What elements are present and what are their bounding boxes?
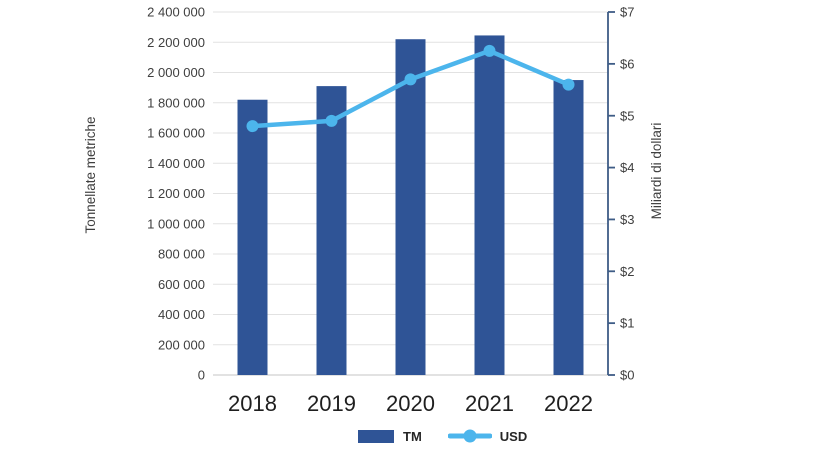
left-axis-tick-label: 1 400 000 <box>147 156 205 171</box>
right-axis-tick-label: $5 <box>620 108 634 123</box>
bar-2018 <box>237 99 268 375</box>
usd-point-2019 <box>325 114 338 127</box>
bar-2020 <box>395 39 426 375</box>
legend-usd-line-dot-icon <box>447 429 492 443</box>
legend-tm-swatch <box>358 429 394 443</box>
right-axis-tick-label: $2 <box>620 264 634 279</box>
x-axis-label-2021: 2021 <box>465 391 514 416</box>
right-axis-tick-label: $4 <box>620 160 634 175</box>
left-axis-tick-label: 800 000 <box>158 247 205 262</box>
left-axis-tick-label: 1 000 000 <box>147 216 205 231</box>
left-axis-tick-label: 0 <box>198 368 205 383</box>
legend: TM USD <box>358 428 527 444</box>
left-axis-tick-label: 200 000 <box>158 337 205 352</box>
x-axis-label-2020: 2020 <box>386 391 435 416</box>
usd-point-2022 <box>562 78 575 91</box>
x-axis-label-2022: 2022 <box>544 391 593 416</box>
left-axis-title: Tonnellate metriche <box>83 116 98 233</box>
right-axis-tick-label: $1 <box>620 316 634 331</box>
legend-usd-label: USD <box>499 428 528 444</box>
bar-2021 <box>474 35 505 375</box>
right-axis-tick-label: $6 <box>620 56 634 71</box>
right-axis-tick-label: $7 <box>620 5 634 20</box>
left-axis-tick-label: 600 000 <box>158 277 205 292</box>
x-axis-label-2019: 2019 <box>307 391 356 416</box>
left-axis-tick-label: 1 200 000 <box>147 186 205 201</box>
usd-point-2020 <box>404 73 417 86</box>
right-axis-tick-label: $0 <box>620 368 634 383</box>
left-axis-tick-label: 400 000 <box>158 307 205 322</box>
left-axis-tick-label: 1 600 000 <box>147 126 205 141</box>
left-axis-tick-label: 2 000 000 <box>147 65 205 80</box>
x-axis-label-2018: 2018 <box>228 391 277 416</box>
usd-point-2018 <box>246 120 259 133</box>
right-axis-tick-label: $3 <box>620 212 634 227</box>
left-axis-tick-label: 2 400 000 <box>147 5 205 20</box>
legend-tm-label: TM <box>403 428 422 444</box>
bar-2019 <box>316 86 347 376</box>
left-axis-tick-label: 2 200 000 <box>147 35 205 50</box>
plot-area: 0 200 000 400 000 600 000 800 000 1 000 000 1 … <box>147 5 634 416</box>
bar-2022 <box>553 80 584 375</box>
right-axis-title: Miliardi di dollari <box>649 123 664 220</box>
left-axis-tick-label: 1 800 000 <box>147 95 205 110</box>
usd-point-2021 <box>483 44 496 57</box>
